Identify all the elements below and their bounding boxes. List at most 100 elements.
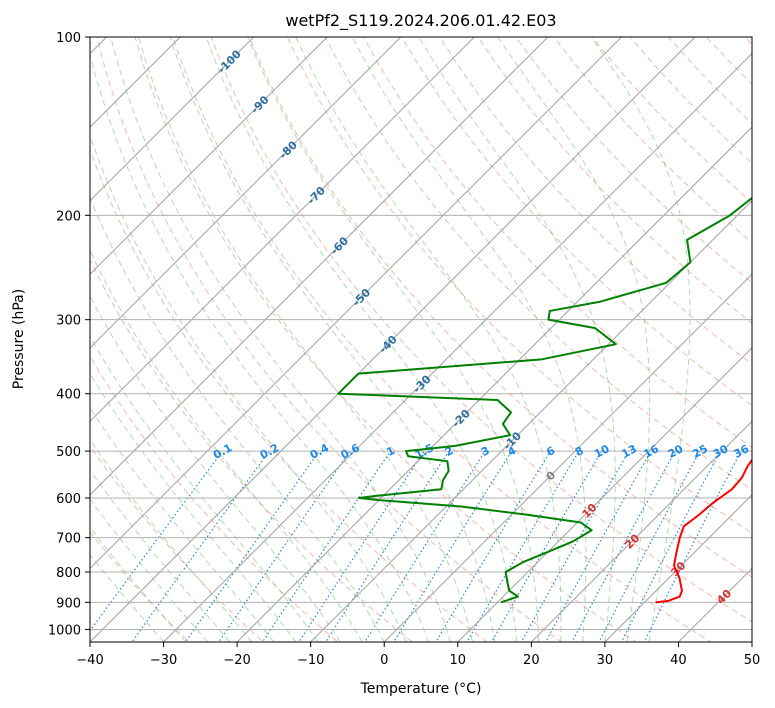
moist-adiabat-line xyxy=(90,526,186,642)
moist-adiabat-line xyxy=(418,37,616,642)
mixing-ratio-label: 20 xyxy=(666,442,686,461)
dry-adiabat-line xyxy=(477,37,752,324)
moist-adiabat-line xyxy=(90,553,164,642)
y-tick-label: 1000 xyxy=(48,623,81,638)
dry-adiabat-line xyxy=(172,37,712,642)
isotherm-line xyxy=(162,52,752,642)
mixing-ratio-line xyxy=(643,450,742,642)
mixing-ratio-line xyxy=(325,450,450,642)
isotherm-line xyxy=(604,494,752,642)
moist-adiabat-line xyxy=(90,406,275,642)
y-tick-label: 100 xyxy=(56,31,81,46)
moist-adiabat-line xyxy=(295,37,562,642)
isotherms xyxy=(90,37,752,642)
moist-adiabat-line xyxy=(90,438,253,642)
y-axis: 100 200 300 400 500 600 700 800 900 1000 xyxy=(48,31,90,638)
y-tick-label: 200 xyxy=(56,209,81,224)
mixing-ratio-line xyxy=(261,450,392,642)
moist-adiabat-line xyxy=(138,37,473,642)
isotherm-line xyxy=(90,37,696,642)
isotherm-line xyxy=(236,126,752,642)
isotherm-line xyxy=(309,199,752,642)
dry-adiabat-line xyxy=(363,37,752,449)
dry-adiabat-line xyxy=(286,37,752,534)
x-tick-label: −20 xyxy=(223,653,250,668)
mixing-ratio-line xyxy=(218,450,351,642)
x-axis-title: Temperature (°C) xyxy=(360,681,482,697)
moist-adiabat-line xyxy=(90,196,385,642)
dry-adiabat-line xyxy=(90,530,190,642)
moist-adiabat-line xyxy=(90,52,429,642)
plot-area: -100-90-80-70-60-50-40-30-20-10010203040… xyxy=(90,37,752,642)
x-tick-label: −40 xyxy=(76,653,103,668)
isotherm-line xyxy=(90,37,623,570)
dry-adiabats xyxy=(90,37,752,642)
sounding-profiles xyxy=(337,196,752,604)
mixing-ratio-label: 25 xyxy=(690,442,710,461)
temperature-profile xyxy=(655,458,752,604)
moist-adiabat-line xyxy=(90,469,231,642)
pressure-gridlines xyxy=(90,37,752,630)
dewpoint-profile xyxy=(337,196,752,604)
x-tick-label: 0 xyxy=(380,653,388,668)
x-tick-label: −30 xyxy=(150,653,177,668)
mixing-ratio-label: 16 xyxy=(641,442,661,461)
isotherm-line xyxy=(90,37,402,349)
moist-adiabat-line xyxy=(90,294,341,642)
dry-adiabat-line xyxy=(401,37,752,407)
x-tick-label: −10 xyxy=(297,653,324,668)
mixing-ratio-line xyxy=(466,450,580,642)
y-tick-label: 300 xyxy=(56,314,81,329)
dry-adiabat-line xyxy=(90,258,414,642)
dry-adiabat-line xyxy=(553,37,752,244)
mixing-ratio-label: 10 xyxy=(592,442,612,461)
plot-frame xyxy=(89,36,753,643)
isotherm-line xyxy=(530,420,752,642)
isotherm-line xyxy=(90,37,255,202)
chart-title: wetPf2_S119.2024.206.01.42.E03 xyxy=(285,11,556,31)
y-tick-label: 500 xyxy=(56,445,81,460)
mixing-ratio-line xyxy=(490,450,603,642)
isotherm-line xyxy=(457,347,752,642)
mixing-ratio-label: 30 xyxy=(711,442,731,461)
moist-adiabat-line xyxy=(205,37,518,642)
y-tick-label: 400 xyxy=(56,388,81,403)
mixing-ratio-line xyxy=(184,450,320,642)
dry-adiabat-line xyxy=(134,37,638,642)
moist-adiabat-line xyxy=(247,37,540,642)
dry-adiabat-line xyxy=(210,37,752,623)
y-tick-label: 700 xyxy=(56,532,81,547)
moist-adiabat-line xyxy=(497,37,651,642)
dry-adiabat-line xyxy=(324,37,752,491)
mixing-ratio-line xyxy=(298,450,425,642)
isotherm-line xyxy=(383,273,752,642)
y-axis-title: Pressure (hPa) xyxy=(11,289,27,389)
x-tick-label: 10 xyxy=(450,653,467,668)
mixing-ratio-label: 36 xyxy=(732,442,752,461)
plot-background xyxy=(90,37,752,642)
dry-adiabat-line xyxy=(90,355,339,642)
mixing-ratio-lines xyxy=(90,450,742,642)
dry-adiabat-line xyxy=(515,37,752,284)
isotherm-line xyxy=(90,37,328,275)
x-tick-label: 40 xyxy=(670,653,687,668)
isotherm-line xyxy=(90,37,549,496)
mixing-ratio-line xyxy=(131,450,270,642)
moist-adiabat-line xyxy=(90,335,319,642)
mixing-ratio-label: 13 xyxy=(619,442,639,461)
moist-adiabats xyxy=(90,37,691,642)
moist-adiabat-line xyxy=(169,37,496,642)
moist-adiabat-line xyxy=(90,498,209,642)
x-tick-label: 30 xyxy=(597,653,614,668)
x-axis: −40 −30 −20 −10 0 10 20 30 40 50 xyxy=(76,642,760,668)
y-tick-label: 900 xyxy=(56,596,81,611)
isotherm-line xyxy=(90,37,181,128)
moist-adiabat-line xyxy=(110,37,451,642)
y-tick-label: 800 xyxy=(56,566,81,581)
mixing-ratio-line xyxy=(544,450,652,642)
moist-adiabat-line xyxy=(351,37,587,642)
y-tick-label: 600 xyxy=(56,492,81,507)
dry-adiabat-line xyxy=(96,37,563,642)
moist-adiabat-line xyxy=(90,249,363,642)
